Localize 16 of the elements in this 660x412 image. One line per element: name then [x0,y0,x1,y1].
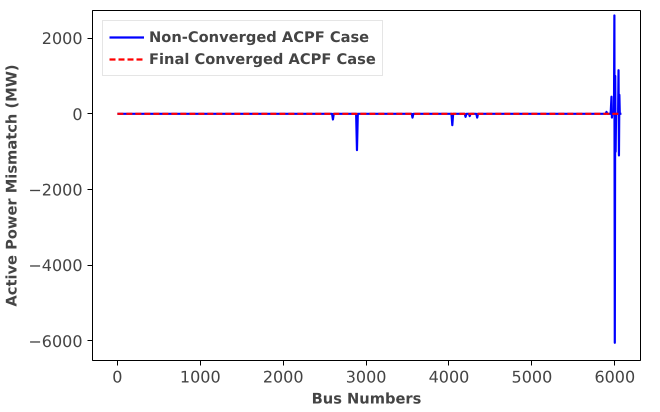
x-tick-label: 2000 [262,368,304,386]
legend-label: Final Converged ACPF Case [149,50,376,68]
x-axis-title: Bus Numbers [312,390,422,408]
x-tick-label: 5000 [512,368,552,386]
x-tick-label: 0 [112,368,122,386]
x-tick-label: 4000 [428,368,470,386]
x-tick-label: 3000 [346,368,386,386]
x-tick-label: 6000 [594,368,636,386]
y-axis-title: Active Power Mismatch (MW) [3,64,20,307]
y-tick-label: 0 [72,104,83,124]
y-tick-label: −6000 [28,332,82,351]
x-tick-label: 1000 [180,368,221,386]
y-tick-label: −2000 [28,180,82,200]
y-tick-label: 2000 [42,29,82,48]
y-tick-label: −4000 [28,256,82,276]
legend-label: Non-Converged ACPF Case [149,28,370,46]
